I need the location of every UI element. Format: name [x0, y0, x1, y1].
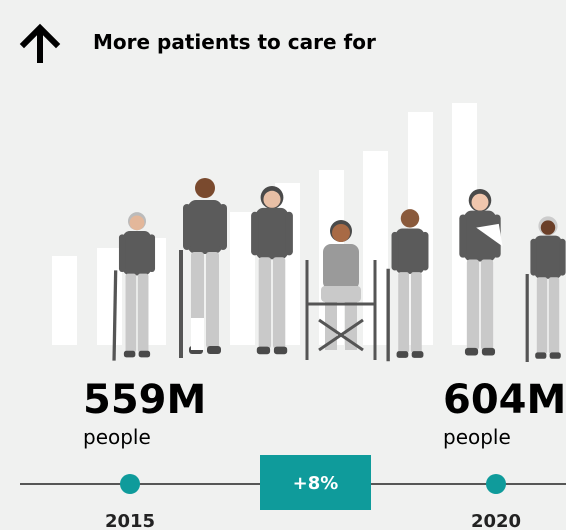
timeline-dot	[120, 474, 140, 494]
timeline-dot	[486, 474, 506, 494]
wheelchair-person	[305, 220, 377, 360]
end-value: 604M	[443, 377, 566, 423]
start-year: 2015	[105, 511, 155, 530]
start-value: 559M	[83, 377, 206, 423]
start-unit: people	[83, 425, 151, 449]
end-unit: people	[443, 425, 511, 449]
end-year: 2020	[471, 511, 521, 530]
change-label: +8%	[293, 473, 339, 494]
people-illustration	[112, 178, 566, 363]
change-badge	[260, 455, 371, 510]
title: More patients to care for	[93, 30, 376, 54]
up-arrow-icon	[19, 23, 61, 63]
